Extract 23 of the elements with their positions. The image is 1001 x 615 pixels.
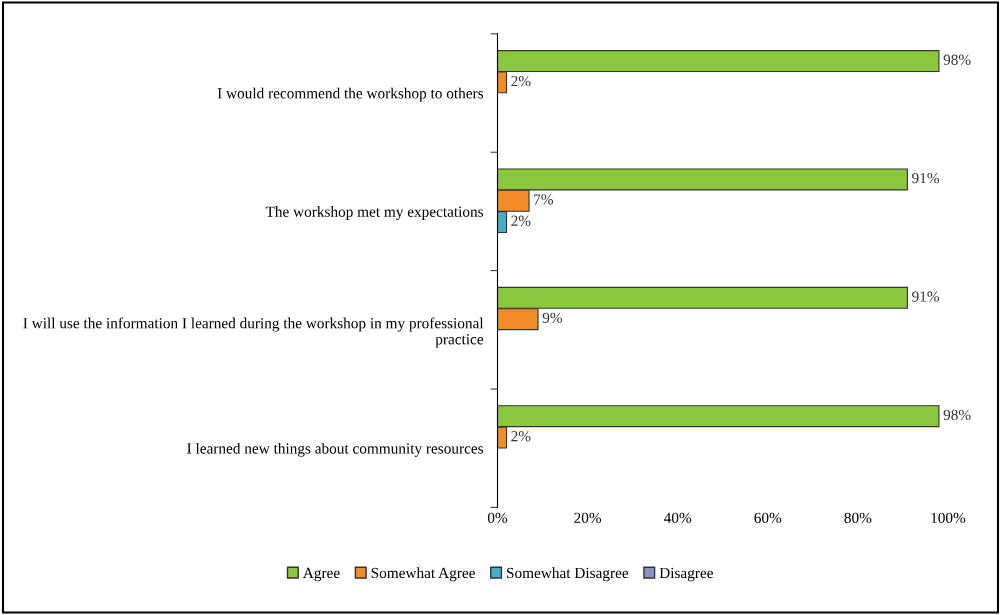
- x-tick-label: 80%: [844, 512, 872, 524]
- data-label: 2%: [511, 75, 531, 87]
- legend-label: Somewhat Disagree: [507, 567, 629, 582]
- data-label: 98%: [943, 409, 971, 421]
- x-tick-label: 60%: [754, 512, 782, 524]
- x-tick-label: 20%: [574, 512, 602, 524]
- y-tick-label: I will use the information I learned during the workshop in my professional practice: [23, 317, 484, 348]
- legend-label: Agree: [302, 567, 340, 582]
- data-label: 2%: [511, 215, 531, 226]
- y-tick-label: The workshop met my expectations: [265, 206, 484, 220]
- data-label: 91%: [912, 172, 940, 184]
- legend-label: Disagree: [659, 567, 713, 582]
- legend-label: Somewhat Agree: [371, 567, 475, 582]
- data-label: 9%: [542, 312, 563, 324]
- data-label: 91%: [912, 291, 940, 302]
- x-tick-label: 0%: [487, 512, 508, 524]
- y-tick-label: I learned new things about community resources: [187, 442, 484, 457]
- x-tick-label: 100%: [931, 512, 966, 524]
- y-tick-label: I would recommend the workshop to others: [217, 87, 484, 102]
- data-label: 2%: [511, 431, 531, 442]
- data-label: 98%: [943, 54, 971, 65]
- x-tick-label: 40%: [663, 512, 692, 524]
- data-label: 7%: [534, 194, 554, 205]
